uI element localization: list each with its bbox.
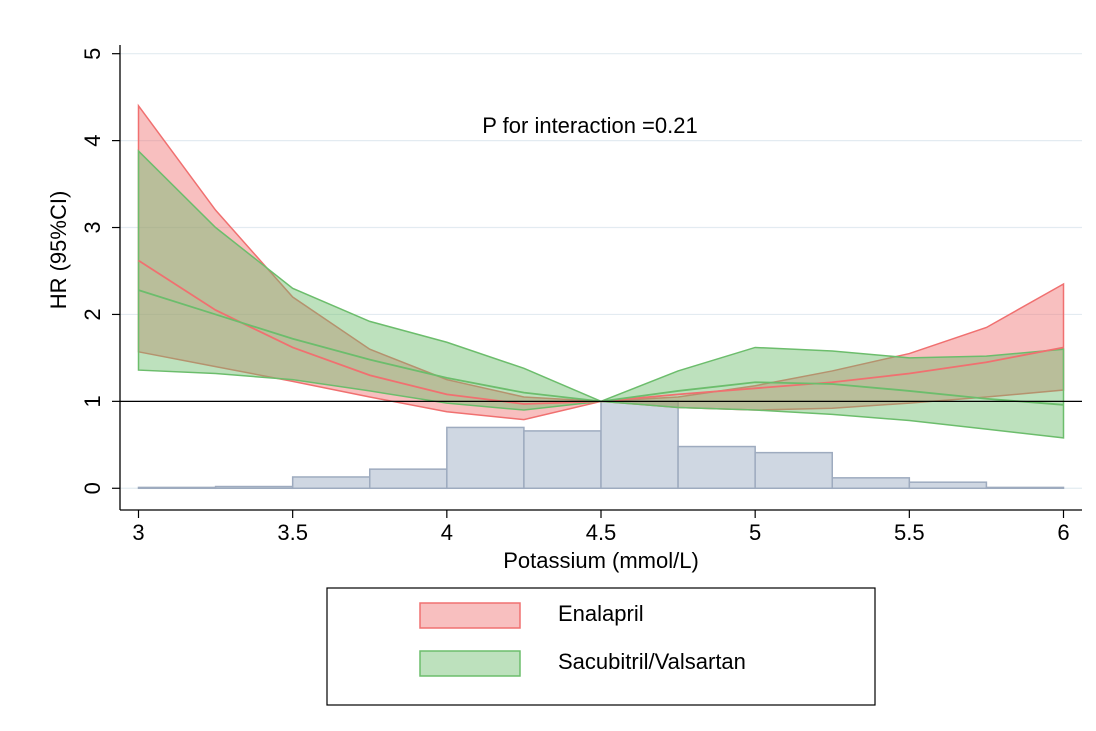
y-tick-label: 3 [80, 221, 105, 233]
histogram-bar [908, 481, 988, 490]
ci-band [137, 149, 1065, 439]
histogram-bar [523, 430, 602, 490]
histogram-bar [985, 486, 1065, 490]
y-tick-label: 2 [80, 308, 105, 320]
legend-swatch [419, 650, 521, 677]
histogram-bar [600, 400, 679, 490]
annotation: P for interaction =0.21 [482, 113, 697, 138]
histogram-bar [677, 445, 756, 490]
histogram-bar [754, 451, 834, 490]
legend-box [326, 587, 876, 706]
x-tick-label: 3.5 [277, 520, 308, 545]
x-tick-label: 3 [132, 520, 144, 545]
y-tick-label: 4 [80, 134, 105, 146]
histogram-bar [214, 485, 294, 490]
x-tick-label: 4.5 [586, 520, 617, 545]
x-tick-label: 5.5 [894, 520, 925, 545]
y-tick-label: 5 [80, 48, 105, 60]
histogram-bar [137, 486, 217, 490]
x-axis-label: Potassium (mmol/L) [503, 548, 699, 573]
legend-label: Sacubitril/Valsartan [558, 649, 746, 674]
x-tick-label: 5 [749, 520, 761, 545]
legend-label: Enalapril [558, 601, 644, 626]
legend-swatch [419, 602, 521, 629]
y-tick-label: 1 [80, 395, 105, 407]
histogram-bar [831, 477, 911, 490]
y-tick-label: 0 [80, 482, 105, 494]
x-tick-label: 4 [441, 520, 453, 545]
y-axis-label: HR (95%CI) [46, 191, 71, 310]
histogram-bar [291, 476, 371, 490]
histogram-bar [446, 426, 525, 490]
histogram-bar [369, 468, 448, 490]
x-tick-label: 6 [1057, 520, 1069, 545]
